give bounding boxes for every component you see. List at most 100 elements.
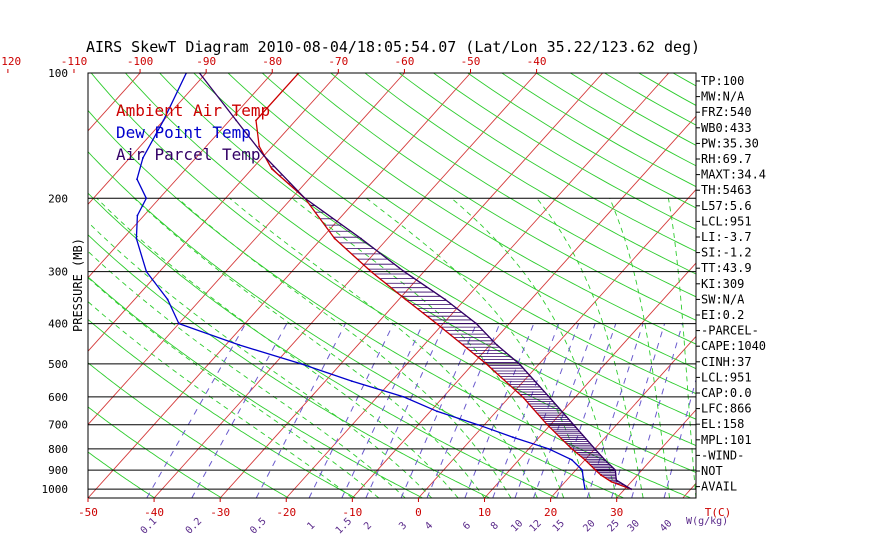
pressure-tick-label: 900	[48, 464, 68, 477]
legend: Ambient Air Temp Dew Point Temp Air Parc…	[116, 101, 270, 164]
dew-point-temp-point	[135, 237, 138, 240]
dry-adiabat-line	[88, 318, 356, 498]
ambient-air-temp-point	[333, 237, 336, 240]
dry-adiabat-line	[227, 73, 696, 370]
dew-point-temp-point	[581, 469, 584, 472]
moist-adiabat-line	[536, 198, 644, 498]
ambient-air-temp-point	[370, 270, 372, 273]
isotherm-line	[88, 73, 273, 279]
dew-point-temp-point	[511, 436, 514, 439]
profile-lines	[135, 73, 633, 491]
top-temp-tick-label: -70	[328, 55, 348, 68]
stat-entry: TH:5463	[701, 183, 752, 197]
moist-adiabat-line	[177, 197, 512, 498]
moist-adiabat-line	[88, 221, 433, 498]
stat-entry: KI:309	[701, 277, 744, 291]
isotherm-line	[88, 73, 339, 352]
pressure-tick-label: 700	[48, 419, 68, 432]
isotherm-line	[484, 262, 696, 498]
stat-entry: L57:5.6	[701, 199, 752, 213]
legend-ambient-air-temp: Ambient Air Temp	[116, 101, 270, 120]
air-parcel-temp-point	[495, 343, 498, 346]
top-temp-tick-label: -90	[196, 55, 216, 68]
dew-point-temp-point	[166, 298, 169, 301]
bottom-temp-tick-label: -10	[342, 506, 362, 519]
moist-adiabat-line	[291, 197, 565, 498]
top-temp-tick-label: -60	[394, 55, 414, 68]
dew-point-temp-point	[350, 380, 353, 383]
stat-entry: -WIND-	[701, 448, 744, 462]
moist-adiabat-line	[667, 198, 696, 498]
ambient-air-temp-point	[435, 322, 438, 325]
stat-entry: LCL:951	[701, 370, 752, 384]
dry-adiabat-line	[398, 73, 696, 252]
dry-adiabat-line	[261, 73, 696, 345]
air-parcel-temp-point	[630, 488, 633, 491]
dry-adiabat-line	[88, 192, 557, 498]
top-temp-tick-label: -80	[262, 55, 282, 68]
moist-adiabat-line	[229, 197, 538, 498]
air-parcel-temp-point	[263, 154, 265, 157]
top-temp-tick-label: -120	[0, 55, 21, 68]
dry-adiabat-line	[125, 73, 696, 447]
pressure-tick-label: 200	[48, 192, 68, 205]
stat-entry: -PARCEL-	[701, 324, 759, 338]
isotherm-line	[88, 73, 405, 426]
air-parcel-temp-point	[615, 479, 618, 482]
ambient-air-temp-point	[546, 423, 549, 426]
stat-entry: SW:N/A	[701, 292, 745, 306]
stat-entry: EL:158	[701, 417, 744, 431]
pressure-tick-label: 300	[48, 266, 68, 279]
stat-entry: RH:69.7	[701, 152, 752, 166]
top-temp-tick-label: -40	[527, 55, 547, 68]
air-parcel-temp-point	[360, 237, 362, 240]
dew-point-temp-point	[238, 343, 240, 346]
mixing-ratio-line	[308, 323, 394, 498]
dew-point-temp-point	[145, 197, 148, 200]
top-temp-tick-label: -100	[127, 55, 154, 68]
temp-axis-label: T(C)	[705, 506, 732, 519]
dry-adiabat-line	[88, 234, 490, 498]
air-parcel-temp-point	[614, 469, 617, 472]
isotherm-line	[352, 115, 696, 498]
stat-entry: MPL:101	[701, 433, 752, 447]
dew-point-temp-point	[436, 410, 438, 413]
mixing-ratio-line	[341, 323, 424, 498]
dew-point-temp-point	[582, 479, 585, 481]
dew-point-temp-point	[178, 322, 180, 325]
mixing-ratio-line	[365, 323, 446, 498]
mixing-ratio-line	[400, 323, 477, 498]
dry-adiabat-line	[159, 73, 696, 420]
dew-point-temp-point	[142, 157, 144, 159]
ambient-air-temp-point	[610, 480, 613, 483]
pressure-tick-label: 100	[48, 67, 68, 80]
isotherm-line	[285, 73, 670, 498]
moist-adiabat-line	[96, 197, 459, 498]
top-temp-tick-label: -110	[61, 55, 88, 68]
dry-adiabat-line	[330, 73, 696, 298]
dew-point-temp-point	[547, 447, 550, 450]
mixing-ratio-line	[191, 323, 288, 498]
dew-point-temp-point	[300, 362, 303, 365]
stat-entry: TT:43.9	[701, 261, 752, 275]
dry-adiabat-line	[88, 151, 624, 498]
bottom-temp-tick-label: -50	[78, 506, 98, 519]
dew-point-temp-point	[162, 119, 165, 122]
air-parcel-temp-point	[518, 362, 521, 365]
moist-adiabat-line	[88, 250, 406, 498]
air-parcel-temp-point	[475, 322, 478, 325]
isotherm-line	[88, 73, 471, 498]
mixing-ratio-axis-label: W(g/kg)	[686, 516, 728, 527]
dew-point-temp-line	[135, 73, 586, 490]
stat-entry: TP:100	[701, 74, 744, 88]
dry-adiabat-line	[88, 406, 222, 498]
stat-entry: LI:-3.7	[701, 230, 752, 244]
bottom-temp-tick-label: 10	[478, 506, 491, 519]
y-axis-label: PRESSURE (MB)	[71, 238, 85, 332]
dew-point-temp-point	[584, 488, 586, 491]
air-parcel-temp-point	[572, 423, 575, 426]
bottom-temp-tick-label: -30	[210, 506, 230, 519]
moist-adiabat-line	[609, 198, 671, 498]
mixing-ratio-line	[255, 323, 346, 498]
